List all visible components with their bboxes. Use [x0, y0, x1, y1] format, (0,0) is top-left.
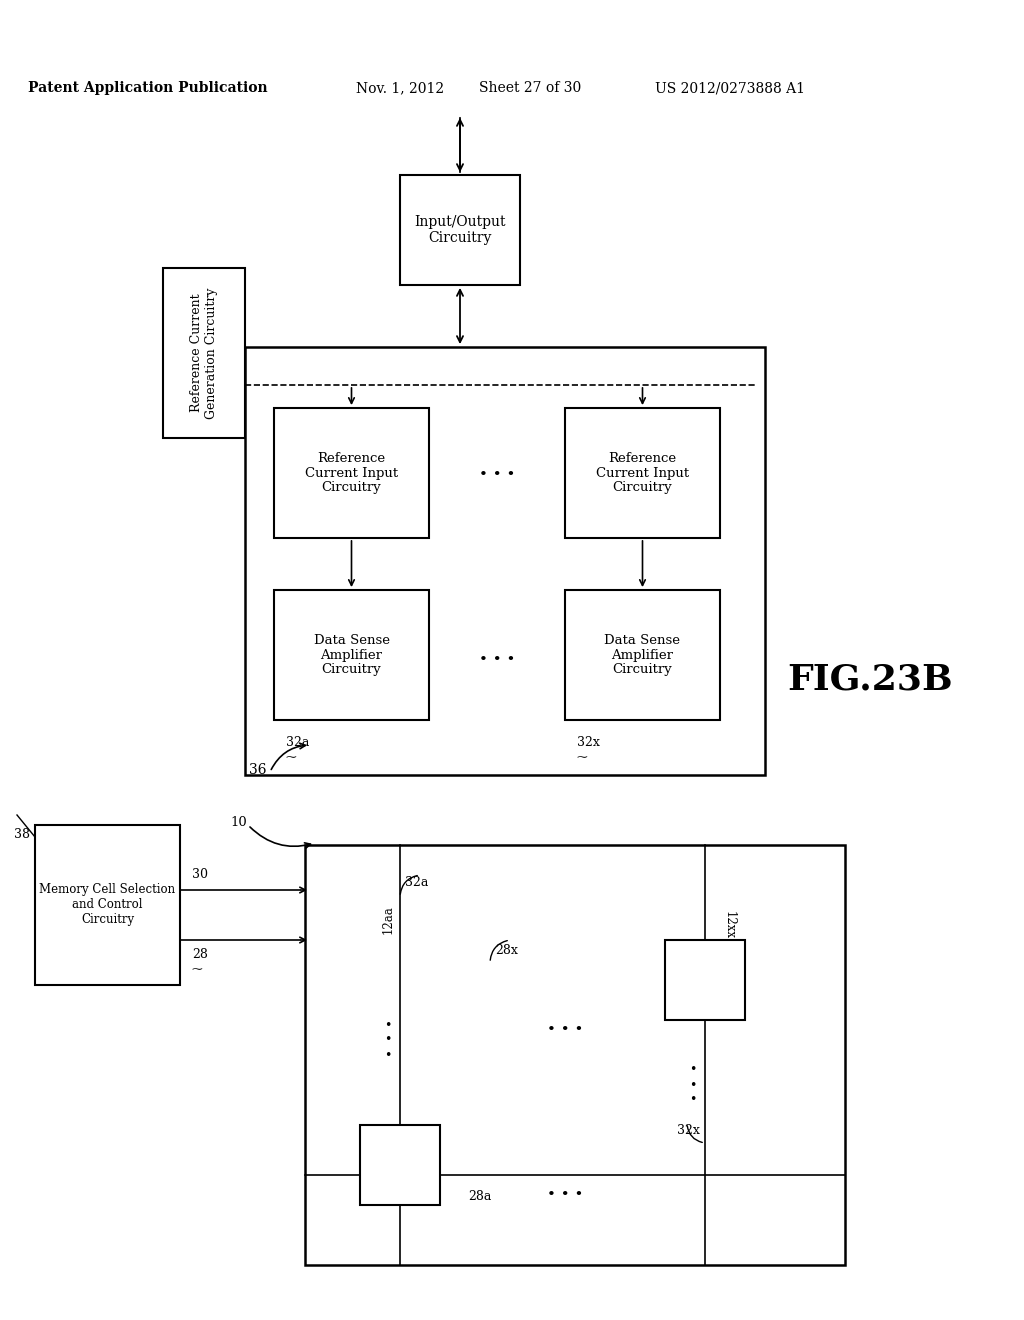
- Bar: [274, 590, 429, 719]
- Text: Nov. 1, 2012: Nov. 1, 2012: [356, 81, 444, 95]
- Bar: [360, 1125, 440, 1205]
- Bar: [274, 408, 429, 539]
- Bar: [245, 347, 765, 775]
- Bar: [400, 176, 520, 285]
- Text: • • •: • • •: [547, 1023, 584, 1038]
- Text: 38: 38: [14, 829, 30, 842]
- Text: Memory Cell Selection
and Control
Circuitry: Memory Cell Selection and Control Circui…: [40, 883, 175, 927]
- Text: Reference Current
Generation Circuitry: Reference Current Generation Circuitry: [190, 288, 218, 418]
- Text: 30: 30: [193, 869, 208, 882]
- Text: 10: 10: [230, 817, 247, 829]
- Text: Sheet 27 of 30: Sheet 27 of 30: [479, 81, 582, 95]
- Text: ~: ~: [284, 751, 297, 766]
- Text: 36: 36: [249, 763, 266, 777]
- Bar: [35, 825, 180, 985]
- Text: • • •: • • •: [479, 469, 515, 482]
- Text: Reference
Current Input
Circuitry: Reference Current Input Circuitry: [596, 451, 689, 495]
- Text: Reference
Current Input
Circuitry: Reference Current Input Circuitry: [305, 451, 398, 495]
- Text: 12xx: 12xx: [723, 911, 736, 939]
- Text: 28x: 28x: [495, 944, 518, 957]
- Bar: [305, 845, 845, 1265]
- Text: • • •: • • •: [479, 653, 515, 667]
- Text: Data Sense
Amplifier
Circuitry: Data Sense Amplifier Circuitry: [604, 634, 681, 676]
- Text: 32x: 32x: [677, 1123, 700, 1137]
- Text: • • •: • • •: [547, 1188, 584, 1203]
- Text: •
•
•: • • •: [689, 1064, 696, 1106]
- Text: Patent Application Publication: Patent Application Publication: [29, 81, 268, 95]
- Text: FIG.23B: FIG.23B: [787, 663, 952, 697]
- Text: Data Sense
Amplifier
Circuitry: Data Sense Amplifier Circuitry: [313, 634, 389, 676]
- Text: ~: ~: [575, 751, 588, 766]
- Text: •
•
•: • • •: [384, 1019, 392, 1061]
- Text: ~: ~: [190, 964, 203, 977]
- Bar: [565, 590, 720, 719]
- Text: 28a: 28a: [468, 1191, 492, 1204]
- Bar: [565, 408, 720, 539]
- Text: 12aa: 12aa: [382, 906, 395, 935]
- Text: 32x: 32x: [577, 735, 600, 748]
- Bar: [665, 940, 745, 1020]
- Text: 32a: 32a: [286, 735, 309, 748]
- Bar: [163, 268, 245, 438]
- Text: Input/Output
Circuitry: Input/Output Circuitry: [415, 215, 506, 246]
- Text: 28: 28: [193, 949, 208, 961]
- Text: US 2012/0273888 A1: US 2012/0273888 A1: [655, 81, 805, 95]
- Text: 32a: 32a: [406, 876, 428, 890]
